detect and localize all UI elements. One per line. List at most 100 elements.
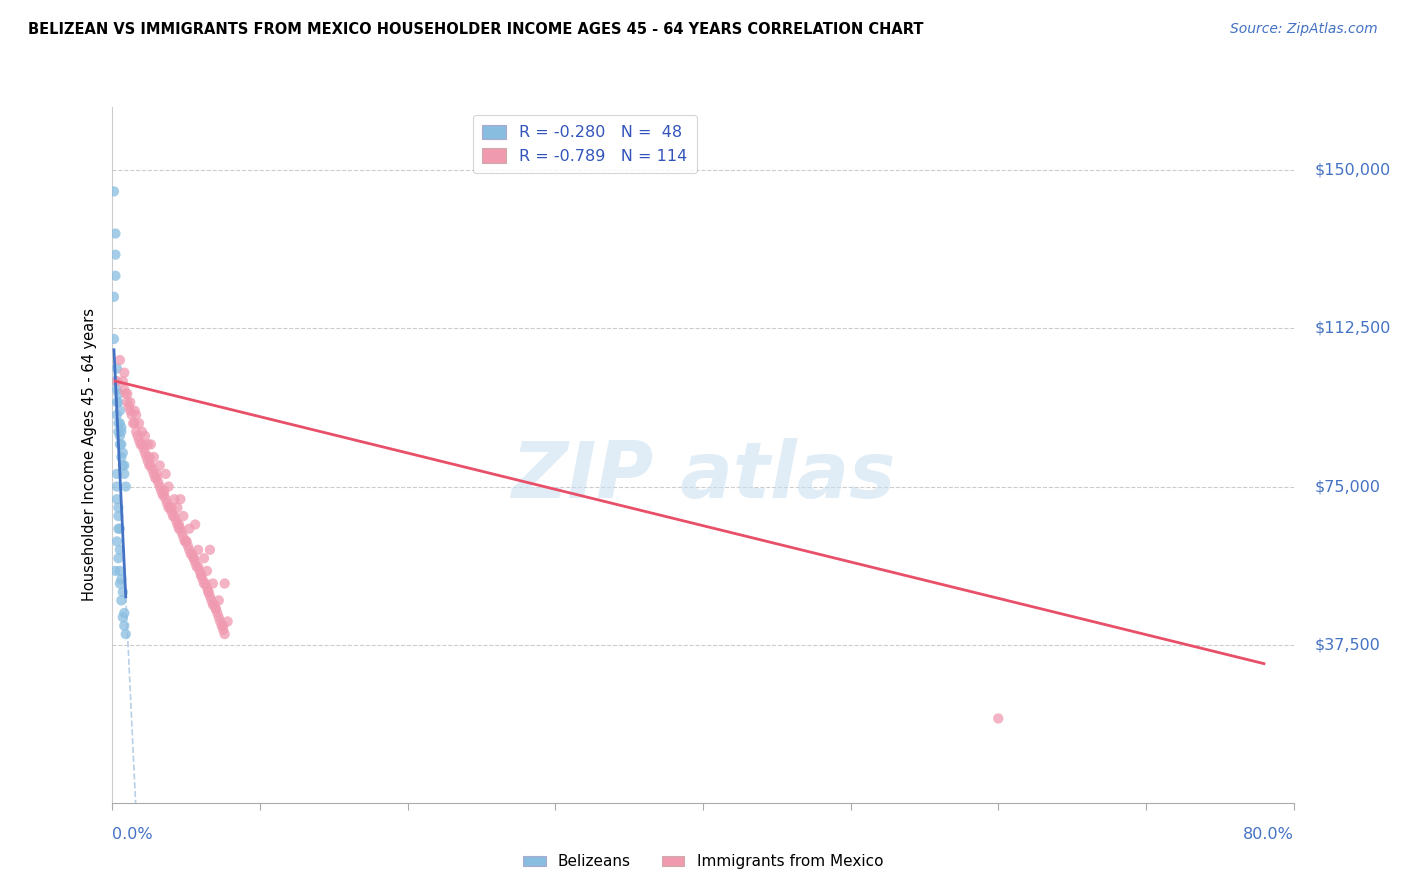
Text: BELIZEAN VS IMMIGRANTS FROM MEXICO HOUSEHOLDER INCOME AGES 45 - 64 YEARS CORRELA: BELIZEAN VS IMMIGRANTS FROM MEXICO HOUSE… [28, 22, 924, 37]
Point [120, 403, 142, 417]
Point [155, 492, 177, 507]
Point [149, 479, 172, 493]
Point [127, 429, 149, 443]
Point [208, 593, 231, 607]
Point [111, 458, 134, 473]
Point [184, 517, 207, 532]
Point [105, 467, 128, 481]
Point [186, 559, 208, 574]
Point [173, 534, 195, 549]
Point [160, 505, 183, 519]
Point [128, 417, 150, 431]
Point [105, 361, 128, 376]
Point [214, 576, 236, 591]
Point [105, 492, 128, 507]
Point [142, 450, 165, 464]
Point [108, 429, 131, 443]
Legend: Belizeans, Immigrants from Mexico: Belizeans, Immigrants from Mexico [517, 848, 889, 875]
Point [108, 542, 131, 557]
Point [169, 522, 191, 536]
Point [105, 383, 128, 397]
Point [104, 268, 127, 283]
Point [110, 425, 132, 439]
Point [120, 395, 142, 409]
Point [111, 446, 134, 460]
Point [143, 471, 166, 485]
Point [108, 576, 131, 591]
Point [198, 589, 221, 603]
Point [107, 522, 129, 536]
Text: 0.0%: 0.0% [112, 827, 153, 841]
Point [180, 547, 202, 561]
Point [172, 530, 194, 544]
Point [107, 500, 129, 515]
Point [110, 572, 132, 586]
Point [157, 479, 180, 493]
Point [121, 408, 143, 422]
Point [107, 395, 129, 409]
Point [125, 425, 148, 439]
Point [162, 509, 184, 524]
Point [135, 450, 157, 464]
Point [212, 623, 235, 637]
Point [131, 437, 153, 451]
Point [139, 437, 162, 451]
Point [124, 417, 146, 431]
Point [195, 581, 218, 595]
Point [148, 475, 170, 490]
Point [110, 450, 132, 464]
Point [136, 454, 159, 468]
Point [125, 408, 148, 422]
Point [134, 446, 156, 460]
Point [138, 458, 160, 473]
Point [129, 437, 152, 451]
Point [156, 496, 179, 510]
Point [107, 551, 129, 566]
Point [169, 492, 191, 507]
Point [217, 615, 239, 629]
Point [112, 366, 135, 380]
Point [153, 488, 176, 502]
Point [195, 564, 218, 578]
Point [159, 500, 181, 515]
Point [211, 618, 233, 632]
Point [108, 353, 131, 368]
Point [108, 417, 131, 431]
Point [179, 522, 201, 536]
Point [117, 395, 138, 409]
Point [134, 429, 156, 443]
Point [172, 509, 194, 524]
Point [141, 463, 163, 477]
Point [105, 395, 128, 409]
Point [153, 483, 176, 498]
Point [193, 551, 215, 566]
Point [149, 458, 172, 473]
Point [103, 290, 125, 304]
Point [111, 585, 134, 599]
Point [202, 598, 225, 612]
Text: $112,500: $112,500 [1315, 321, 1391, 336]
Point [184, 556, 207, 570]
Point [150, 483, 173, 498]
Point [103, 185, 125, 199]
Point [110, 593, 132, 607]
Point [163, 492, 186, 507]
Point [212, 618, 235, 632]
Point [188, 564, 211, 578]
Point [112, 458, 135, 473]
Point [163, 509, 186, 524]
Point [165, 513, 187, 527]
Point [201, 576, 224, 591]
Text: $150,000: $150,000 [1315, 163, 1391, 178]
Point [112, 383, 135, 397]
Point [138, 450, 160, 464]
Point [152, 488, 174, 502]
Text: Source: ZipAtlas.com: Source: ZipAtlas.com [1230, 22, 1378, 37]
Point [122, 417, 145, 431]
Point [104, 374, 127, 388]
Point [112, 467, 135, 481]
Point [114, 479, 136, 493]
Point [177, 539, 200, 553]
Point [112, 606, 135, 620]
Point [112, 618, 135, 632]
